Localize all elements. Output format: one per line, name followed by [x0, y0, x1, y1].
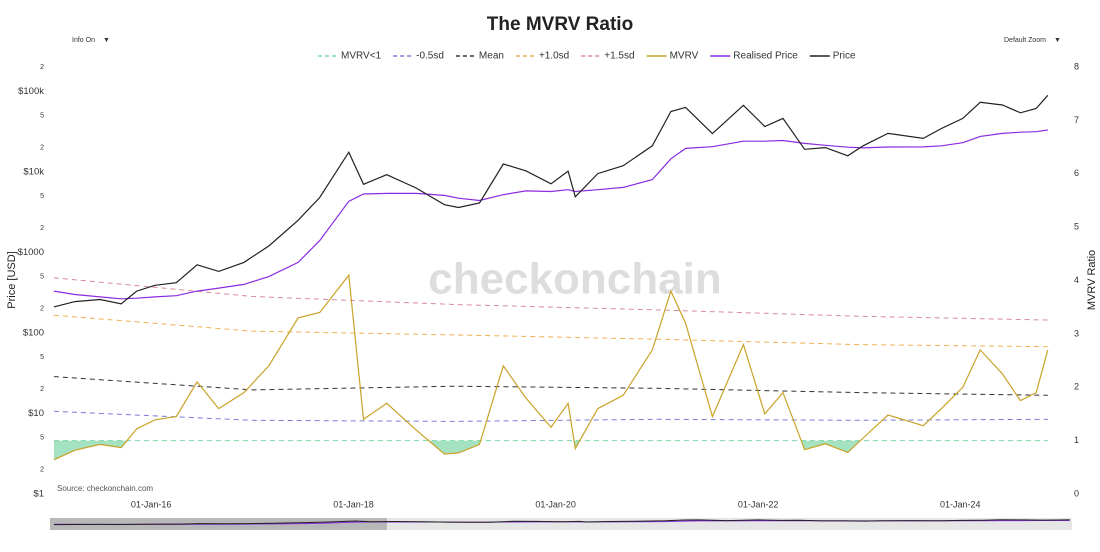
- y-tick-label: 5: [40, 112, 44, 119]
- legend-label: -0.5sd: [416, 51, 444, 62]
- y-tick-label: $10: [28, 408, 44, 419]
- y-tick-label: $1000: [18, 247, 44, 258]
- legend-label: MVRV<1: [341, 51, 382, 62]
- zoom-select[interactable]: Default Zoom: [1004, 37, 1046, 44]
- y-tick-label: $1: [33, 489, 44, 500]
- legend-label: Mean: [479, 51, 504, 62]
- legend-label: MVRV: [670, 51, 699, 62]
- x-tick-label: 01-Jan-20: [535, 499, 576, 509]
- legend-label: Price: [833, 51, 856, 62]
- y2-tick-label: 0: [1074, 488, 1079, 498]
- y2-axis-title: MVRV Ratio: [1086, 250, 1098, 310]
- source: Source: checkonchain.com: [57, 484, 153, 493]
- watermark: checkonchain: [428, 255, 721, 304]
- x-tick-label: 01-Jan-16: [131, 499, 172, 509]
- y-tick-label: $100: [23, 327, 44, 338]
- y2-tick-label: 4: [1074, 275, 1079, 285]
- x-tick-label: 01-Jan-18: [333, 499, 374, 509]
- legend-label: +1.5sd: [604, 51, 634, 62]
- y2-tick-label: 7: [1074, 115, 1079, 125]
- y2-tick-label: 2: [1074, 382, 1079, 392]
- y-tick-label: 5: [40, 193, 44, 200]
- chart-title: The MVRV Ratio: [487, 14, 633, 35]
- y-axis-title: Price [USD]: [6, 251, 18, 308]
- series-line: [53, 314, 1048, 348]
- slider-line: [53, 519, 1070, 526]
- series-line: [53, 94, 1049, 308]
- y-tick-label: 2: [40, 386, 44, 393]
- y2-tick-label: 3: [1074, 328, 1079, 338]
- y-tick-label: 2: [40, 64, 44, 71]
- series-line: [53, 277, 1048, 321]
- y-tick-label: 2: [40, 225, 44, 232]
- y-tick-label: 5: [40, 435, 44, 442]
- y2-tick-label: 1: [1074, 435, 1079, 445]
- x-tick-label: 01-Jan-22: [738, 499, 779, 509]
- legend-label: Realised Price: [733, 51, 798, 62]
- mvrv-below-one-fill: [53, 440, 1048, 460]
- y2-tick-label: 6: [1074, 168, 1079, 178]
- y2-tick-label: 8: [1074, 61, 1079, 71]
- y-tick-label: $100k: [18, 86, 44, 97]
- zoom-caret[interactable]: ▼: [1054, 37, 1061, 44]
- y-tick-label: 5: [40, 354, 44, 361]
- y-tick-label: 2: [40, 305, 44, 312]
- x-tick-label: 01-Jan-24: [940, 499, 981, 509]
- y-tick-label: $10k: [23, 166, 44, 177]
- info-caret[interactable]: ▼: [103, 37, 110, 44]
- legend-label: +1.0sd: [539, 51, 569, 62]
- series-line: [53, 410, 1048, 422]
- y2-tick-label: 5: [1074, 222, 1079, 232]
- y-tick-label: 5: [40, 273, 44, 280]
- info-toggle[interactable]: Info On: [72, 37, 95, 44]
- series-line: [53, 376, 1048, 396]
- series-line: [53, 273, 1049, 461]
- y-tick-label: 2: [40, 144, 44, 151]
- series-line: [53, 129, 1048, 300]
- y-tick-label: 2: [40, 467, 44, 474]
